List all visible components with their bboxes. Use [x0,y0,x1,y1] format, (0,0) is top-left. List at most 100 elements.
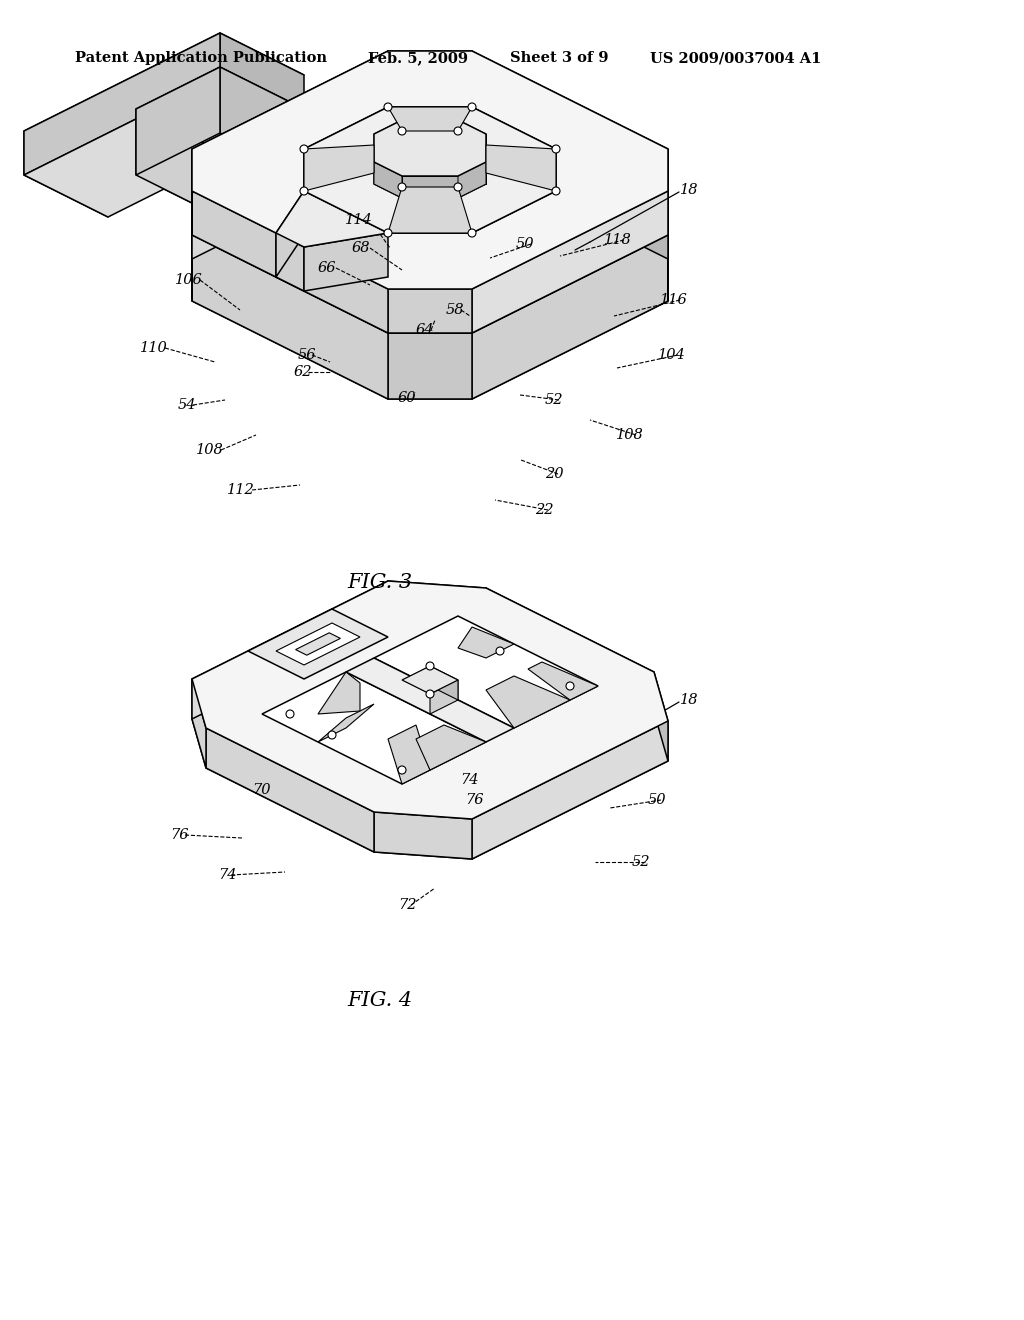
Circle shape [426,690,434,698]
Polygon shape [416,725,486,770]
Polygon shape [136,110,248,231]
Text: 58: 58 [446,304,465,317]
Polygon shape [388,581,486,628]
Polygon shape [430,203,458,228]
Polygon shape [304,150,556,277]
Text: FIG. 3: FIG. 3 [347,573,413,591]
Polygon shape [136,133,332,231]
Polygon shape [402,120,458,143]
Polygon shape [193,95,668,333]
Polygon shape [430,680,458,714]
Polygon shape [193,51,388,193]
Polygon shape [486,145,556,191]
Text: 52: 52 [632,855,650,869]
Text: 76: 76 [465,793,483,807]
Polygon shape [136,67,220,176]
Polygon shape [654,672,668,762]
Polygon shape [430,667,458,700]
Circle shape [300,145,308,153]
Polygon shape [458,627,514,657]
Text: 68: 68 [352,242,371,255]
Polygon shape [374,162,402,198]
Polygon shape [388,95,472,161]
Polygon shape [24,77,304,216]
Text: 50: 50 [648,793,667,807]
Text: 70: 70 [252,783,270,797]
Circle shape [398,127,406,135]
Polygon shape [346,657,514,742]
Circle shape [552,187,560,195]
Polygon shape [136,67,332,165]
Polygon shape [472,721,668,859]
Polygon shape [402,176,458,198]
Text: 108: 108 [616,428,644,442]
Text: Patent Application Publication: Patent Application Publication [75,51,327,65]
Text: 104: 104 [658,348,686,362]
Polygon shape [458,162,486,198]
Text: 116: 116 [660,293,688,308]
Circle shape [384,228,392,238]
Polygon shape [388,51,472,95]
Polygon shape [472,51,668,193]
Text: 64: 64 [416,323,434,337]
Polygon shape [193,95,668,333]
Polygon shape [262,672,486,784]
Polygon shape [472,191,668,333]
Text: FIG. 4: FIG. 4 [347,990,413,1010]
Polygon shape [472,95,668,259]
Polygon shape [276,234,304,290]
Polygon shape [24,33,304,173]
Polygon shape [276,191,388,247]
Polygon shape [193,581,668,818]
Text: 52: 52 [545,393,563,407]
Polygon shape [276,191,304,277]
Text: 110: 110 [140,341,168,355]
Polygon shape [388,725,430,784]
Circle shape [552,145,560,153]
Circle shape [328,731,336,739]
Polygon shape [388,187,472,234]
Polygon shape [374,143,486,198]
Text: 112: 112 [227,483,255,498]
Circle shape [398,766,406,774]
Polygon shape [220,67,332,189]
Text: 106: 106 [175,273,203,286]
Text: 118: 118 [604,234,632,247]
Polygon shape [402,189,458,216]
Text: 76: 76 [170,828,188,842]
Text: 22: 22 [535,503,554,517]
Polygon shape [374,120,486,176]
Polygon shape [430,189,458,214]
Text: Sheet 3 of 9: Sheet 3 of 9 [510,51,608,65]
Polygon shape [206,729,374,851]
Polygon shape [528,663,598,700]
Circle shape [384,103,392,111]
Circle shape [398,183,406,191]
Polygon shape [304,145,374,191]
Text: 74: 74 [218,869,237,882]
Text: 18: 18 [680,693,698,708]
Polygon shape [24,33,220,176]
Text: 56: 56 [298,348,316,362]
Polygon shape [24,131,108,216]
Circle shape [300,187,308,195]
Polygon shape [304,107,556,234]
Circle shape [468,228,476,238]
Circle shape [426,663,434,671]
Circle shape [566,682,574,690]
Polygon shape [318,704,374,742]
Polygon shape [402,667,458,694]
Text: 66: 66 [318,261,337,275]
Polygon shape [248,609,388,678]
Polygon shape [374,616,598,729]
Polygon shape [193,95,388,259]
Circle shape [454,127,462,135]
Polygon shape [193,51,668,289]
Polygon shape [374,120,402,156]
Polygon shape [193,678,206,768]
Polygon shape [193,191,388,333]
Polygon shape [220,33,304,119]
Polygon shape [486,587,654,711]
Polygon shape [296,632,340,655]
Text: 20: 20 [545,467,563,480]
